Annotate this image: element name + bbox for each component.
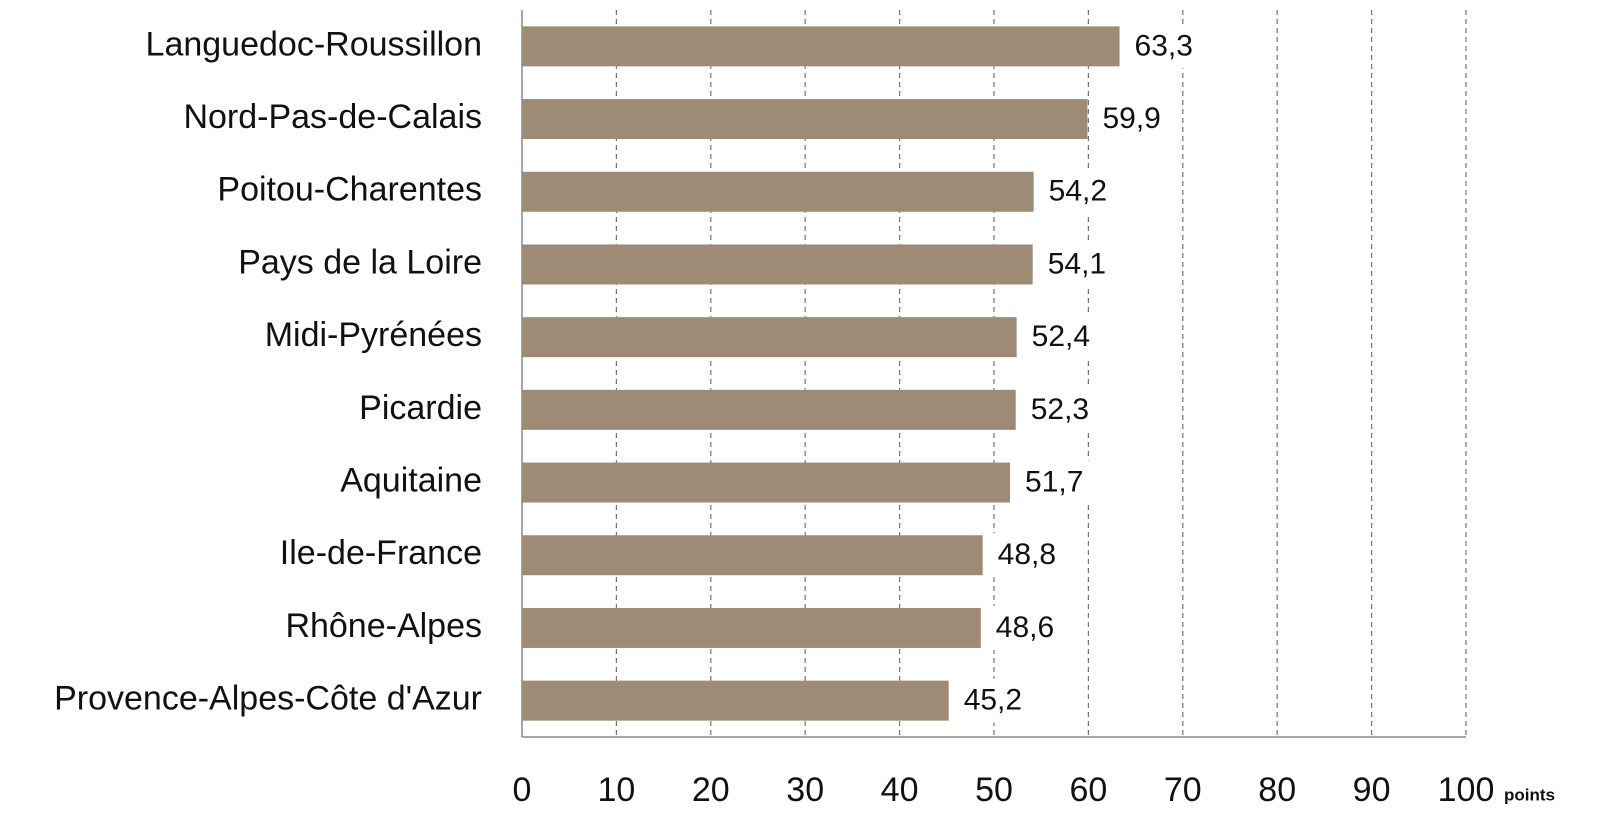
value-label: 52,4 [1032,320,1090,353]
bar [522,607,981,648]
x-tick-label: 30 [786,771,824,809]
x-tick-label: 20 [692,771,730,809]
y-tick-label: Aquitaine [340,462,482,500]
y-tick-label: Rhône-Alpes [285,607,482,645]
value-label-bg [1036,242,1123,287]
y-tick-label: Poitou-Charentes [217,171,482,209]
bar [522,244,1033,285]
value-label-bg [1014,460,1101,505]
value-label: 52,3 [1031,393,1089,426]
value-label-bg [1123,24,1210,69]
bar [522,389,1016,430]
x-tick-label: 50 [975,771,1013,809]
bar [522,171,1034,212]
bar [522,99,1088,140]
value-label: 48,8 [998,538,1056,571]
y-tick-label: Picardie [359,389,482,427]
y-tick-label: Ile-de-France [280,534,482,572]
value-label-bg [984,605,1071,650]
x-tick-label: 60 [1069,771,1107,809]
x-axis-label: points [1504,785,1555,804]
value-label-bg [1091,97,1178,142]
value-label-bg [1037,169,1124,214]
value-label: 51,7 [1025,465,1083,498]
value-label: 54,2 [1049,175,1107,208]
value-label-bg [986,533,1073,578]
x-tick-label: 80 [1258,771,1296,809]
bar [522,462,1011,503]
value-label-bg [1019,387,1106,432]
value-label: 54,1 [1048,247,1106,280]
bar [522,535,983,576]
value-label: 45,2 [964,684,1022,717]
y-tick-label: Midi-Pyrénées [265,316,482,354]
x-tick-label: 90 [1353,771,1391,809]
x-tick-label: 70 [1164,771,1202,809]
x-tick-label: 0 [513,771,532,809]
y-tick-label: Languedoc-Roussillon [146,25,482,63]
y-tick-label: Provence-Alpes-Côte d'Azur [54,680,482,718]
value-label: 48,6 [996,611,1054,644]
value-label: 63,3 [1135,29,1193,62]
x-tick-label: 10 [597,771,635,809]
y-tick-label: Nord-Pas-de-Calais [183,98,482,136]
x-tick-label: 100 [1438,771,1495,809]
bar [522,317,1017,358]
bar [522,26,1120,67]
y-tick-label: Pays de la Loire [238,243,482,281]
value-label-bg [1020,315,1107,360]
value-label: 59,9 [1102,102,1160,135]
x-tick-label: 40 [881,771,919,809]
value-label-bg [952,678,1039,723]
bar [522,680,949,721]
